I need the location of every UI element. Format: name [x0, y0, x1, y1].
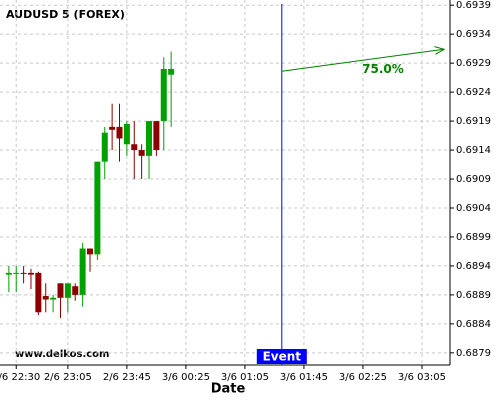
candle-body: [160, 68, 167, 122]
y-tick-label: 0.6934: [456, 29, 491, 40]
x-tick-label: 2/6 23:45: [103, 372, 151, 383]
candle-body: [79, 248, 86, 295]
y-tick-label: 0.6879: [456, 348, 491, 359]
candle-body: [146, 121, 153, 156]
x-tick-label: 3/6 03:05: [398, 372, 446, 383]
candle-body: [27, 272, 34, 275]
event-label-box: [256, 349, 307, 364]
candle-body: [5, 272, 12, 275]
y-tick-label: 0.6929: [456, 58, 491, 69]
candle-body: [57, 283, 64, 298]
candle-body: [101, 132, 108, 162]
y-tick-label: 0.6884: [456, 319, 491, 330]
candle-body: [94, 161, 101, 255]
y-tick-label: 0.6914: [456, 145, 491, 156]
watermark: www.delkos.com: [15, 349, 109, 360]
candle-body: [138, 150, 145, 156]
candle-body: [168, 68, 175, 75]
candle-body: [50, 297, 57, 300]
x-tick-label: 3/6 00:25: [162, 372, 210, 383]
chart-title: AUDUSD 5 (FOREX): [6, 8, 125, 21]
candle-body: [116, 126, 123, 139]
y-tick-label: 0.6939: [456, 0, 491, 11]
candle-body: [35, 272, 42, 313]
y-tick-label: 0.6919: [456, 116, 491, 127]
y-tick-label: 0.6909: [456, 174, 491, 185]
x-tick-label: 3/6 01:45: [280, 372, 328, 383]
x-tick-label: 3/6 01:05: [221, 372, 269, 383]
x-tick-label: 2/6 23:05: [44, 372, 92, 383]
y-tick-label: 0.6904: [456, 203, 491, 214]
y-tick-label: 0.6889: [456, 290, 491, 301]
arrow-head: [434, 46, 446, 55]
forecast-label: 75.0%: [362, 62, 404, 76]
x-tick-label: 2/6 22:30: [0, 372, 40, 383]
y-tick-label: 0.6924: [456, 87, 491, 98]
candle-body: [123, 123, 130, 145]
y-tick-label: 0.6899: [456, 232, 491, 243]
x-axis-label: Date: [211, 382, 246, 397]
candle-body: [20, 272, 27, 274]
x-tick-label: 3/6 02:25: [339, 372, 387, 383]
candle-body: [87, 248, 93, 255]
candle-body: [72, 286, 79, 295]
candle-body: [109, 126, 116, 130]
forecast-arrow: [281, 48, 445, 72]
candle-body: [64, 283, 71, 298]
candle-body: [153, 121, 160, 151]
y-tick-label: 0.6894: [456, 261, 491, 272]
candle-body: [42, 296, 49, 300]
candle-body: [131, 144, 138, 151]
candle-body: [13, 272, 20, 274]
event-label: Event: [263, 350, 302, 364]
